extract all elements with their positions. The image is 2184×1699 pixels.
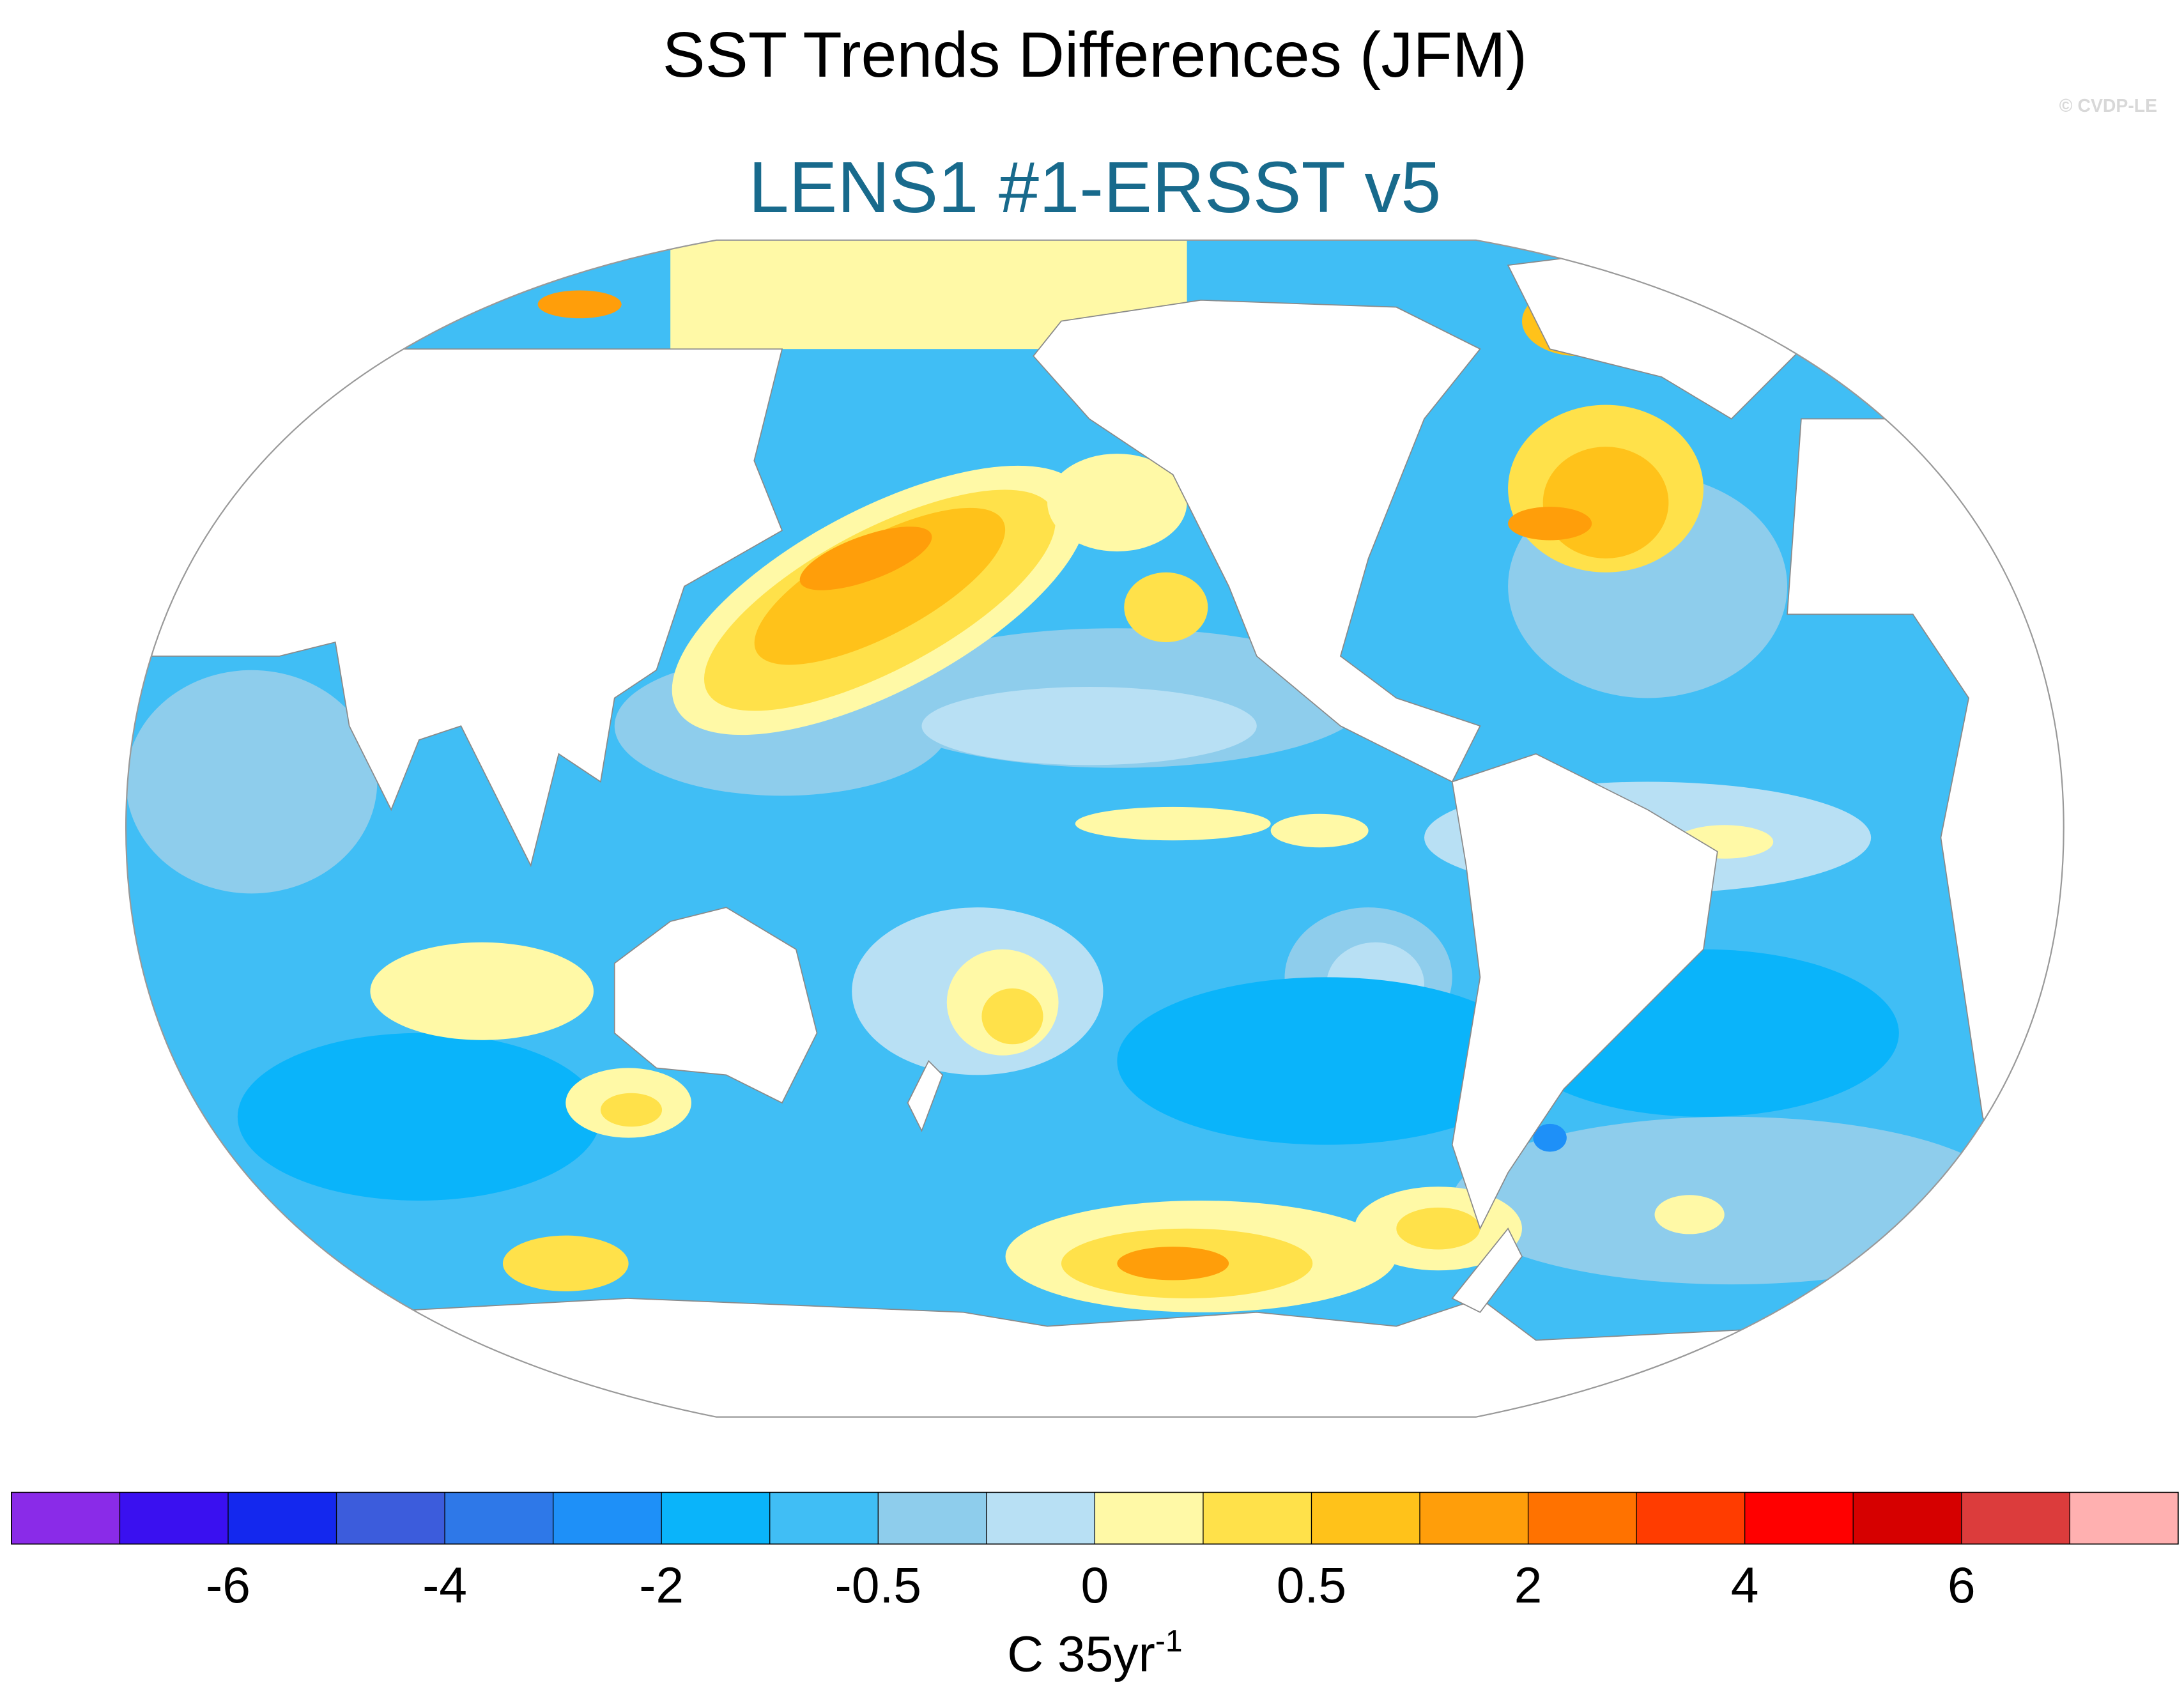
colorbar-box — [227, 1492, 337, 1544]
title: SST Trends Differences (JFM) — [663, 19, 1527, 91]
colorbar-tick-label: 0 — [1080, 1557, 1109, 1613]
colorbar-box — [661, 1492, 770, 1544]
ocean-field — [126, 240, 2011, 1312]
colorbar-frame — [11, 1491, 2179, 1545]
colorbar-box — [1744, 1492, 1854, 1544]
map-border — [125, 239, 2065, 1418]
colorbar-box — [1203, 1492, 1312, 1544]
colorbar-label: C 35yr-1 — [1007, 1624, 1182, 1682]
colorbar-tick-label: 0.5 — [1277, 1557, 1346, 1613]
colorbar-box — [1311, 1492, 1420, 1544]
colorbar-tick-label: -6 — [206, 1557, 250, 1613]
colorbar-box — [769, 1492, 879, 1544]
unit-superscript: -1 — [1155, 1624, 1183, 1659]
colorbar-box — [1095, 1492, 1203, 1544]
colorbar-box — [336, 1492, 445, 1544]
colorbar-tick-label: 6 — [1948, 1557, 1976, 1613]
colorbar-tick-label: -2 — [639, 1557, 684, 1613]
subtitle: LENS1 #1-ERSST v5 — [748, 147, 1441, 228]
colorbar-box — [878, 1492, 987, 1544]
colorbar-box — [11, 1492, 120, 1544]
colorbar-box — [119, 1492, 228, 1544]
colorbar-box — [986, 1492, 1095, 1544]
colorbar-box — [1420, 1492, 1528, 1544]
colorbar-tick-label: -4 — [422, 1557, 467, 1613]
unit-label: C 35yr — [1007, 1626, 1155, 1682]
colorbar-tick-label: 4 — [1731, 1557, 1759, 1613]
colorbar-box — [1528, 1492, 1637, 1544]
colorbar-box — [445, 1492, 553, 1544]
colorbar-box — [1853, 1492, 1962, 1544]
colorbar-tick-label: 2 — [1514, 1557, 1542, 1613]
colorbar: -6 -4 -2 -0.5 0 0.5 2 4 6 — [11, 1491, 2179, 1613]
map — [126, 240, 2064, 1417]
colorbar-box — [1636, 1492, 1745, 1544]
colorbar-tick-label: -0.5 — [835, 1557, 922, 1613]
colorbar-box — [1961, 1492, 2070, 1544]
colorbar-box — [553, 1492, 662, 1544]
colorbar-box — [2070, 1492, 2178, 1544]
watermark: © CVDP-LE — [2059, 96, 2157, 116]
